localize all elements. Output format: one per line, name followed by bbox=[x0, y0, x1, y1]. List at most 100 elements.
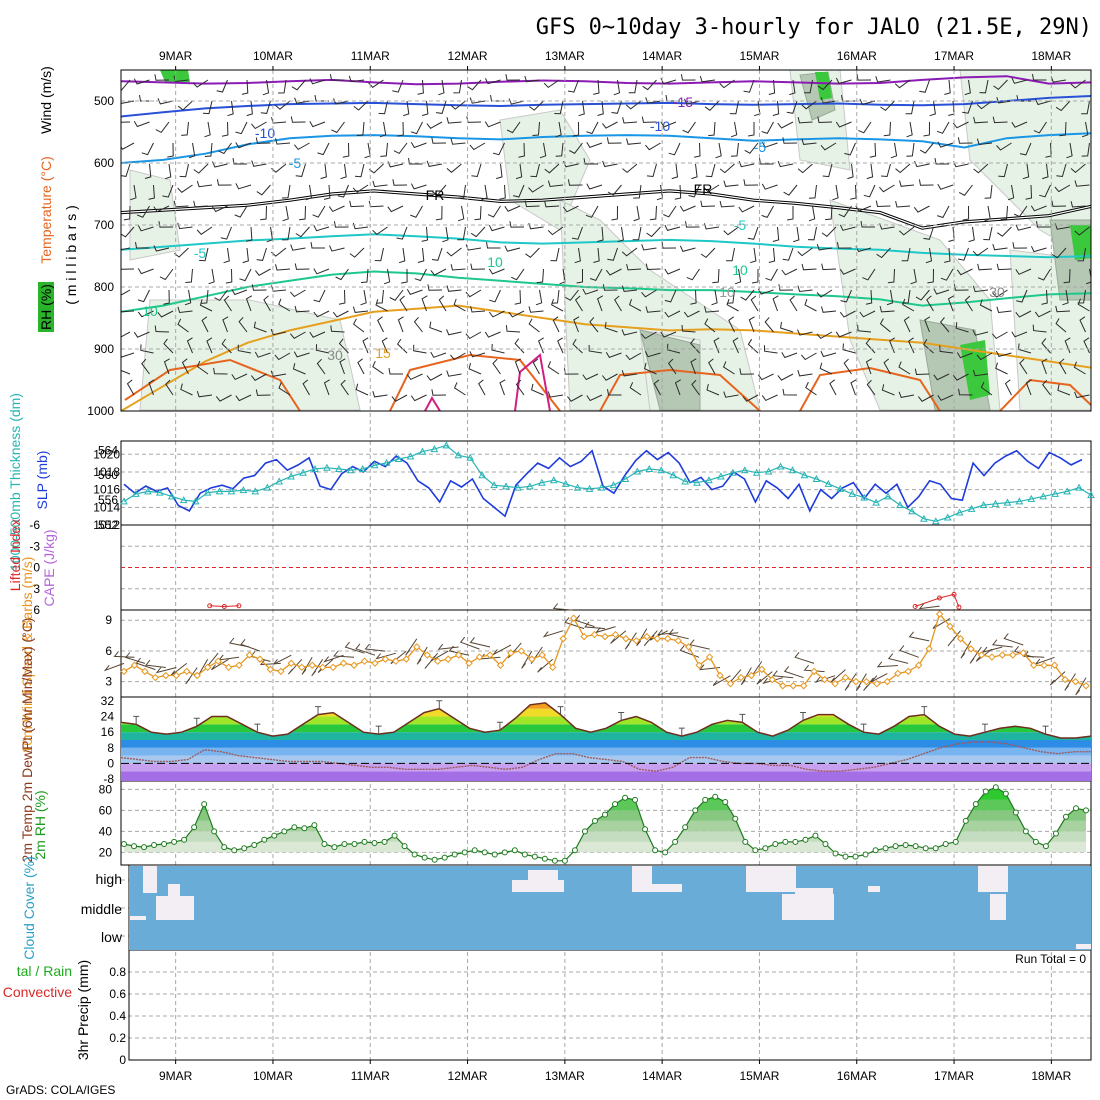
wind-barb-10m bbox=[469, 637, 491, 648]
thickness-point bbox=[776, 462, 785, 470]
upper-wind-barb bbox=[290, 289, 306, 298]
wind-barb-10m bbox=[448, 645, 470, 656]
upper-wind-barb bbox=[514, 289, 522, 305]
upper-wind-barb bbox=[377, 316, 384, 333]
upper-wind-barb bbox=[723, 226, 739, 236]
thickness-point bbox=[478, 471, 486, 479]
wind-barb-10m bbox=[185, 667, 198, 685]
upper-wind-barb bbox=[1033, 121, 1047, 134]
upper-wind-barb bbox=[255, 268, 271, 276]
upper-wind-barb bbox=[524, 200, 540, 208]
upper-wind-barb bbox=[964, 79, 971, 96]
upper-wind-barb bbox=[1074, 180, 1090, 187]
wind-barb-10m bbox=[1023, 650, 1045, 658]
wind-speed-point bbox=[329, 663, 337, 672]
wind-speed-point bbox=[758, 665, 766, 674]
upper-wind-barb bbox=[255, 389, 271, 396]
upper-wind-barb bbox=[505, 325, 521, 333]
rh-2m-point bbox=[1052, 830, 1059, 837]
rh-2m-point bbox=[812, 832, 819, 839]
upper-wind-barb bbox=[1077, 247, 1086, 262]
wind-barb-10m bbox=[1003, 633, 1024, 646]
rh-2m-point bbox=[431, 856, 438, 863]
wind-speed-point bbox=[496, 661, 505, 669]
upper-wind-barb bbox=[380, 142, 388, 157]
upper-wind-barb bbox=[956, 352, 973, 359]
wind-barb-10m bbox=[975, 648, 993, 662]
upper-wind-barb bbox=[1081, 121, 1089, 138]
upper-wind-barb bbox=[123, 205, 131, 221]
precip-run-total: Run Total = 0 bbox=[1015, 952, 1086, 966]
upper-wind-barb bbox=[515, 379, 525, 396]
upper-wind-barb bbox=[937, 205, 950, 219]
wind-speed-point bbox=[779, 682, 787, 690]
wind-speed-point bbox=[643, 632, 651, 641]
upper-wind-barb bbox=[925, 247, 933, 264]
thickness-point bbox=[788, 466, 797, 474]
upper-wind-barb bbox=[628, 79, 638, 94]
wind-speed-point bbox=[632, 636, 641, 645]
upper-wind-barb bbox=[446, 285, 462, 292]
rh-2m-point bbox=[702, 796, 709, 803]
upper-wind-barb bbox=[835, 77, 852, 84]
wind-speed-point bbox=[883, 677, 892, 686]
upper-wind-barb bbox=[564, 289, 579, 301]
upper-wind-barb bbox=[797, 329, 813, 336]
upper-wind-barb bbox=[641, 289, 657, 298]
upper-wind-barb bbox=[996, 306, 1012, 314]
upper-wind-barb bbox=[875, 200, 891, 208]
wind-speed-point bbox=[256, 655, 264, 663]
rh-2m-point bbox=[602, 811, 608, 818]
upper-wind-barb bbox=[292, 363, 306, 375]
upper-wind-barb bbox=[478, 379, 486, 396]
wind-speed-point bbox=[433, 657, 442, 665]
temp-tick-label: 8 bbox=[107, 741, 114, 755]
upper-wind-barb bbox=[492, 142, 505, 156]
upper-wind-barb bbox=[525, 247, 540, 258]
upper-wind-barb bbox=[957, 247, 969, 261]
upper-wind-barb bbox=[711, 289, 718, 306]
thickness-point bbox=[836, 484, 845, 492]
upper-wind-barb bbox=[469, 142, 486, 151]
upper-wind-barb bbox=[235, 142, 252, 149]
upper-wind-barb bbox=[417, 79, 424, 95]
upper-wind-barb bbox=[865, 338, 876, 354]
upper-wind-barb bbox=[881, 163, 891, 178]
wind-speed-point bbox=[507, 649, 515, 657]
pressure-tick-label: 700 bbox=[94, 218, 114, 232]
wind-speed-point bbox=[705, 653, 714, 661]
wind-barb-10m bbox=[211, 658, 229, 671]
upper-wind-barb bbox=[858, 121, 872, 134]
x-tick-label-top: 15MAR bbox=[739, 49, 779, 63]
upper-wind-barb bbox=[807, 226, 817, 241]
upper-wind-barb bbox=[984, 184, 993, 199]
upper-wind-barb bbox=[787, 206, 794, 221]
upper-wind-barb bbox=[856, 74, 872, 81]
upper-wind-barb bbox=[923, 339, 934, 354]
upper-wind-barb bbox=[607, 247, 618, 261]
upper-wind-barb bbox=[468, 362, 482, 375]
upper-wind-barb bbox=[820, 142, 837, 151]
cloud-block bbox=[130, 916, 146, 920]
contour-label: -5 bbox=[194, 245, 207, 261]
upper-wind-barb bbox=[241, 79, 249, 95]
upper-wind-barb bbox=[499, 184, 506, 200]
upper-wind-barb bbox=[842, 343, 856, 354]
thickness-point bbox=[514, 483, 522, 491]
upper-wind-barb bbox=[712, 268, 720, 284]
upper-wind-barb bbox=[572, 226, 583, 240]
contour-label: 10 bbox=[719, 284, 735, 300]
upper-wind-barb bbox=[839, 310, 856, 318]
thickness-point bbox=[573, 483, 582, 491]
wind-speed-point bbox=[287, 659, 296, 667]
upper-wind-barb bbox=[1066, 142, 1073, 159]
upper-wind-barb bbox=[275, 264, 291, 271]
upper-wind-barb bbox=[406, 288, 423, 296]
upper-wind-barb bbox=[690, 358, 697, 375]
upper-wind-barb bbox=[835, 331, 852, 338]
upper-wind-barb bbox=[567, 394, 583, 402]
upper-wind-barb bbox=[957, 137, 973, 144]
upper-wind-barb bbox=[621, 285, 638, 292]
rh-2m-point bbox=[391, 832, 398, 839]
wind-barb-10m bbox=[756, 671, 773, 685]
